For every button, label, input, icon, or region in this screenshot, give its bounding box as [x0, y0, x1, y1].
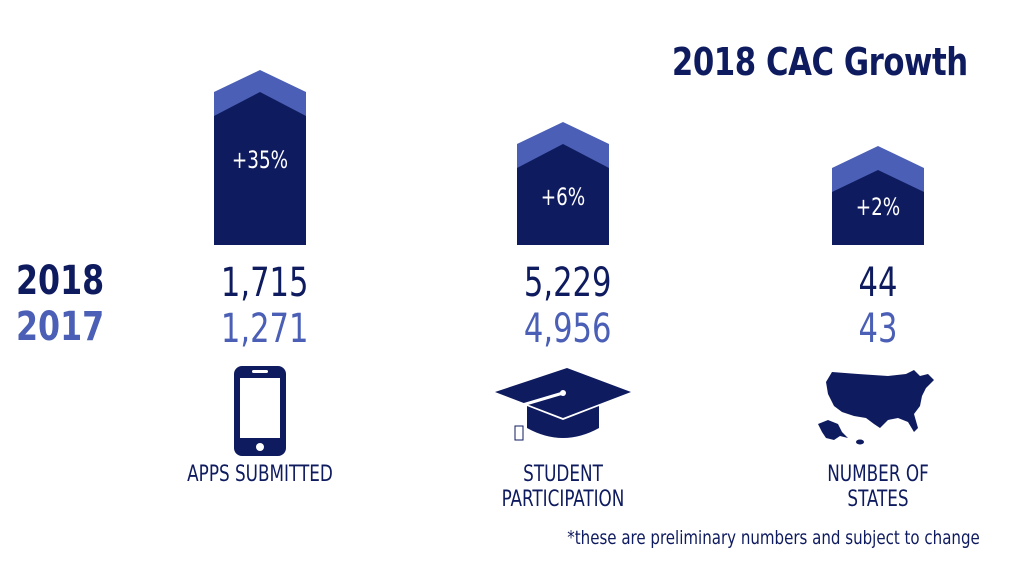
growth-arrow-apps	[214, 70, 306, 245]
value-2018-apps: 1,715	[220, 260, 309, 306]
graduation-cap-icon	[495, 368, 631, 441]
column-number-of-states: +2% 44 43 NUMBER OF STATES	[818, 0, 934, 576]
value-2017-students: 4,956	[523, 306, 612, 352]
growth-arrow-states	[832, 146, 924, 245]
smartphone-icon	[234, 366, 286, 456]
growth-label-students: +6%	[540, 183, 586, 211]
value-2018-states: 44	[858, 260, 898, 306]
arrow-body	[517, 144, 609, 245]
footnote: *these are preliminary numbers and subje…	[567, 527, 980, 549]
row-label-2017: 2017	[16, 304, 105, 350]
usa-map-icon	[818, 370, 934, 445]
arrow-body	[832, 170, 924, 245]
caption-apps: APPS SUBMITTED	[187, 462, 333, 487]
caption-states: NUMBER OF STATES	[827, 462, 929, 512]
arrow-cap	[832, 146, 924, 192]
column-student-participation: +6% 5,229 4,956 STUDENT PARTICIPATION	[495, 0, 631, 576]
caption-students: STUDENT PARTICIPATION	[501, 462, 625, 512]
growth-label-apps: +35%	[231, 146, 289, 174]
growth-label-states: +2%	[855, 193, 901, 221]
column-apps-submitted: +35% 1,715 1,271 APPS SUBMITTED	[187, 0, 333, 576]
value-2017-apps: 1,271	[220, 306, 309, 352]
growth-arrow-students	[517, 122, 609, 245]
value-2018-students: 5,229	[523, 260, 612, 306]
chart-title: 2018 CAC Growth	[672, 40, 968, 84]
arrow-body	[214, 92, 306, 245]
row-label-2018: 2018	[16, 258, 105, 304]
value-2017-states: 43	[858, 306, 898, 352]
